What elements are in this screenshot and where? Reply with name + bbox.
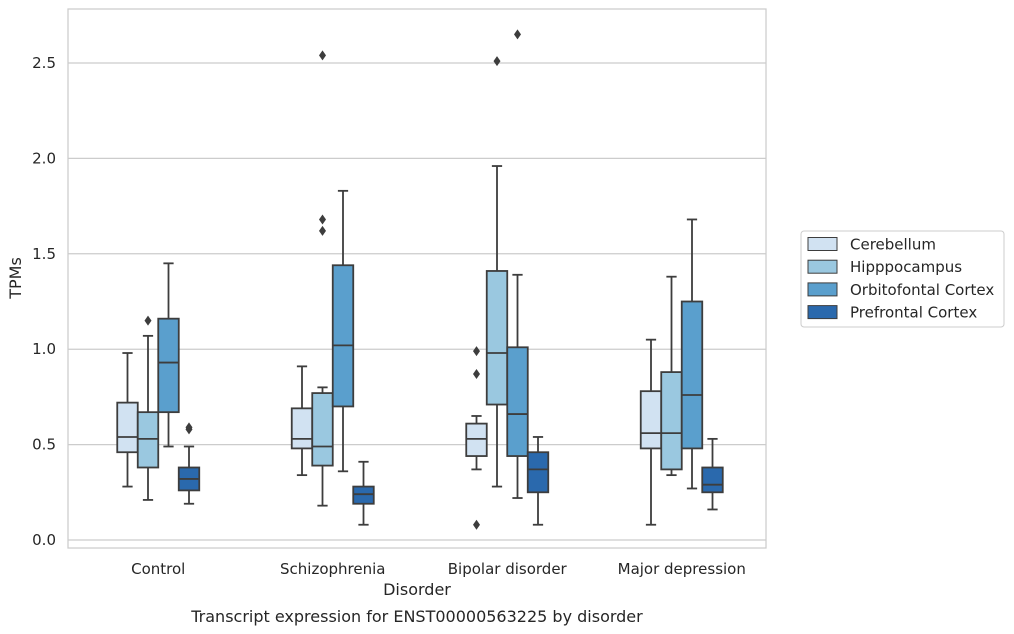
legend-swatch [807,259,838,274]
legend: Cerebellum Hipppocampus Orbitofontal Corte… [800,230,1005,328]
box-orbitofontal-cortex [331,189,355,473]
box-hipppocampus [485,56,509,488]
legend-label: Hipppocampus [850,258,962,276]
legend-label: Orbitofontal Cortex [850,281,994,299]
box-orbitofontal-cortex [157,262,180,448]
y-tick-label: 0.5 [32,436,56,454]
y-tick-labels: 0.0 0.5 1.0 1.5 2.0 2.5 [32,54,56,549]
iqr-box [136,411,160,469]
box-prefrontal-cortex [177,422,201,505]
legend-swatch [807,305,838,320]
x-tick-label: Control [131,560,185,578]
box-prefrontal-cortex [352,460,375,526]
x-axis-label: Disorder [383,580,451,599]
y-axis-label: TPMs [6,257,25,300]
iqr-box [331,264,355,408]
y-tick-label: 2.0 [32,149,56,167]
iqr-box [116,401,139,454]
outlier-point [493,56,501,67]
plot-area [67,8,767,549]
box-prefrontal-cortex [526,436,550,526]
iqr-box [465,422,488,457]
iqr-box [639,390,663,450]
x-tick-label: Bipolar disorder [448,560,568,578]
outlier-point [514,29,521,40]
legend-swatch [807,282,838,297]
iqr-box [506,346,529,457]
outlier-point [319,225,326,236]
legend-label: Prefrontal Cortex [850,304,977,322]
y-tick-label: 1.5 [32,245,56,263]
box-series [116,29,724,530]
x-tick-label: Major depression [618,560,746,578]
y-tick-label: 2.5 [32,54,56,72]
y-tick-label: 1.0 [32,340,56,358]
iqr-box [660,371,683,471]
box-orbitofontal-cortex [506,29,529,499]
iqr-box [680,300,704,450]
iqr-box [701,466,724,494]
legend-swatch [807,237,838,251]
outlier-point [473,369,480,380]
outlier-point [185,422,193,433]
box-cerebellum [465,346,488,530]
chart-caption: Transcript expression for ENST0000056322… [190,607,643,626]
iqr-box [485,270,509,406]
outlier-point [144,315,152,326]
outlier-point [473,346,480,357]
legend-label: Cerebellum [850,236,936,254]
box-hipppocampus [660,275,683,477]
box-orbitofontal-cortex [680,218,704,490]
y-tick-label: 0.0 [32,531,56,549]
iqr-box [311,392,334,467]
legend-frame [800,230,1005,328]
iqr-box [526,451,550,494]
outlier-point [319,50,326,61]
box-prefrontal-cortex [701,437,724,511]
box-hipppocampus [136,315,160,501]
iqr-box [290,407,314,450]
iqr-box [352,485,375,505]
outlier-point [319,214,326,225]
x-tick-label: Schizophrenia [280,560,385,578]
box-hipppocampus [311,50,334,507]
iqr-box [157,317,180,414]
box-cerebellum [639,338,663,526]
x-tick-labels: Control Schizophrenia Bipolar disorder Majo… [131,560,746,578]
outlier-point [473,519,480,530]
